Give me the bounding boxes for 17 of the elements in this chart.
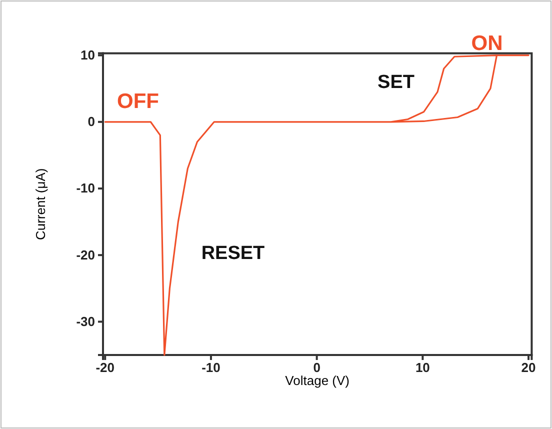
x-tick-label: 0 [313,360,320,376]
annotation: RESET [201,243,266,264]
x-tick-label: -20 [96,360,115,376]
y-tick-label: 10 [80,47,95,62]
y-tick-label: 0 [88,114,95,130]
annotation: ON [471,32,503,55]
annotation: SET [378,72,415,93]
x-tick-label: 10 [415,360,430,376]
y-tick-label: -10 [76,180,95,196]
line-series [104,54,530,356]
y-axis-title: Current (μA) [33,168,48,240]
annotation: OFF [117,90,160,113]
y-tick-label: -30 [76,314,95,329]
x-axis-title: Voltage (V) [285,373,350,388]
y-tick-label: -20 [76,247,95,262]
x-tick-label: -10 [202,360,220,376]
x-tick-label: 20 [521,360,536,376]
